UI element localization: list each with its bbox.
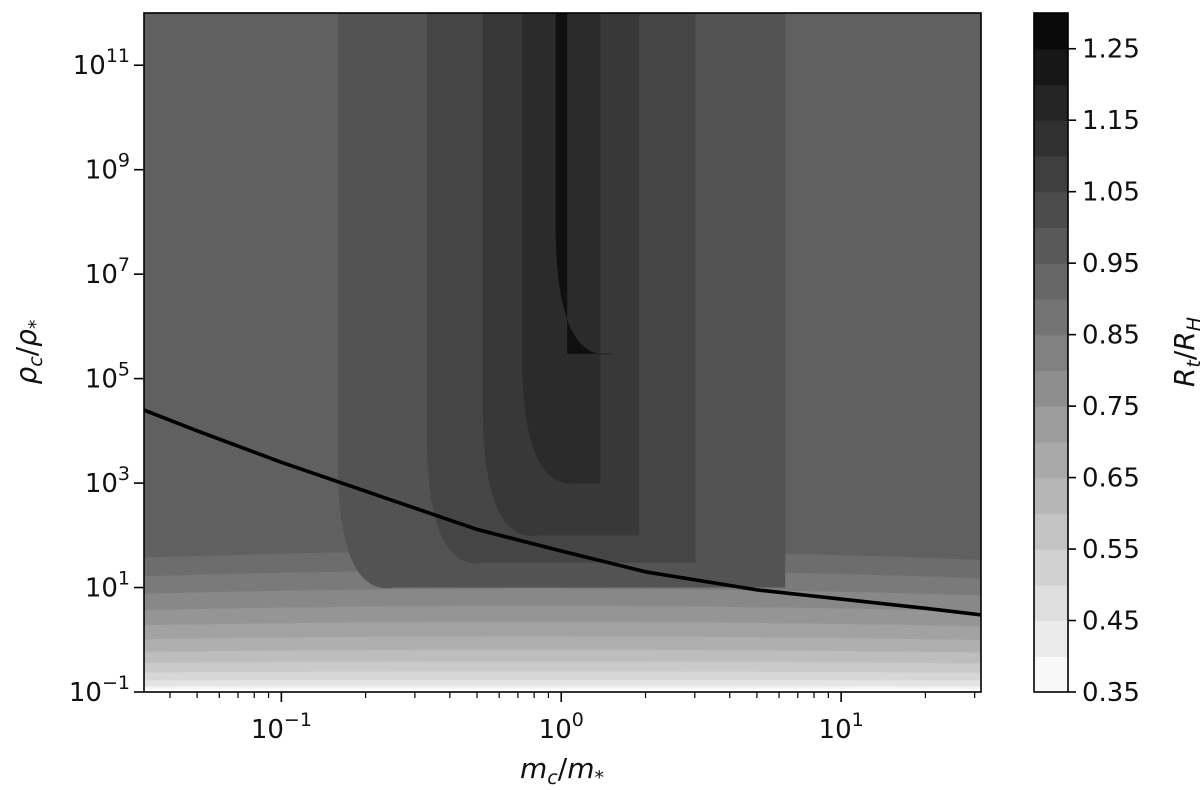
colorbar-tick-label: 0.85 (1082, 321, 1140, 351)
plot-area (144, 13, 981, 692)
x-tick-label: 10−1 (251, 709, 312, 745)
x-tick-label: 100 (539, 709, 584, 745)
plot-frame (143, 12, 982, 693)
colorbar-tick-label: 0.55 (1082, 535, 1140, 565)
y-tick-label: 10−1 (69, 672, 130, 708)
y-tick-label: 1011 (73, 45, 130, 81)
y-tick-label: 107 (85, 254, 130, 290)
colorbar-segment (1034, 120, 1068, 157)
colorbar-segment (1034, 227, 1068, 264)
colorbar-label: Rt/RH (1168, 317, 1200, 387)
colorbar-segment (1034, 298, 1068, 336)
colorbar-tick-label: 0.75 (1082, 392, 1140, 422)
colorbar-tick-label: 0.95 (1082, 249, 1140, 279)
colorbar-tick-label: 1.05 (1082, 178, 1140, 208)
colorbar-segment (1034, 620, 1068, 657)
y-axis: 10−1 101 103 105 107 109 1011 (69, 45, 144, 708)
colorbar-segment (1034, 477, 1068, 514)
colorbar-tick-label: 0.65 (1082, 464, 1140, 494)
colorbar-segment (1034, 513, 1068, 550)
colorbar-segment (1034, 406, 1068, 443)
colorbar-segment (1034, 584, 1068, 622)
x-axis-label: mc/m* (520, 752, 604, 789)
colorbar-segment (1034, 656, 1068, 693)
colorbar-segment (1034, 334, 1068, 371)
colorbar-segment (1034, 370, 1068, 407)
colorbar-segment (1034, 13, 1068, 50)
colorbar-segment (1034, 263, 1068, 300)
colorbar-tick-label: 1.25 (1082, 35, 1140, 65)
colorbar-segment (1034, 48, 1068, 86)
colorbar-segment (1034, 191, 1068, 229)
x-tick-label: 101 (819, 709, 864, 745)
colorbar-segment (1034, 549, 1068, 586)
contour-band (555, 13, 613, 355)
y-tick-label: 105 (85, 359, 130, 395)
colorbar-segment (1034, 155, 1068, 193)
colorbar-tick-label: 0.35 (1082, 678, 1140, 708)
colorbar-frame (1033, 12, 1069, 693)
y-tick-label: 101 (85, 568, 130, 604)
y-axis-label: ρc/ρ* (10, 320, 47, 385)
y-tick-label: 103 (85, 463, 130, 499)
colorbar-tick-label: 1.15 (1082, 106, 1140, 136)
boundary-curve (144, 408, 981, 617)
colorbar-tick-label: 0.45 (1082, 607, 1140, 637)
colorbar-ticks: 0.35 0.45 0.55 0.65 0.75 0.85 0.95 1.05 1.15 1.25 (1068, 35, 1140, 708)
colorbar-segment (1034, 441, 1068, 479)
colorbar (1034, 13, 1068, 693)
colorbar-segment (1034, 84, 1068, 121)
x-axis: 10−1 100 101 (169, 692, 976, 745)
y-tick-label: 109 (85, 150, 130, 186)
